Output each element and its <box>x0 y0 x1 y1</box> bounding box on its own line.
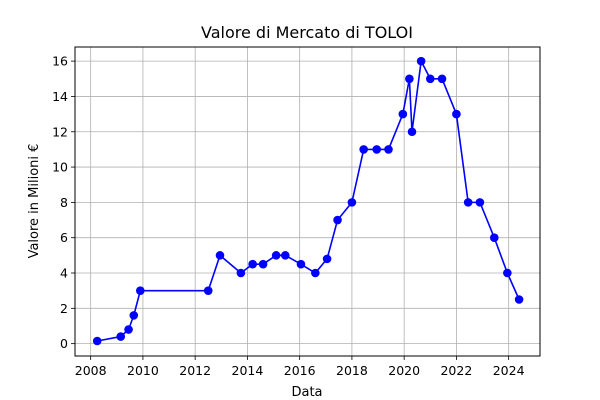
data-point <box>124 325 133 334</box>
data-point <box>405 74 414 84</box>
data-point <box>463 198 473 207</box>
data-point <box>333 215 342 225</box>
data-point <box>215 251 225 260</box>
data-point <box>437 74 447 84</box>
data-point <box>92 336 102 346</box>
x-tick-label: 2018 <box>336 363 368 378</box>
data-point <box>416 56 426 66</box>
data-point <box>452 109 461 119</box>
y-tick-label: 4 <box>60 266 68 281</box>
y-tick-label: 8 <box>60 195 68 210</box>
data-point <box>347 198 357 207</box>
chart-title: Valore di Mercato di TOLOI <box>201 23 413 42</box>
data-point <box>514 295 524 304</box>
x-tick-label: 2016 <box>284 363 316 378</box>
y-tick-label: 6 <box>60 230 68 245</box>
data-point <box>248 259 257 269</box>
x-tick-label: 2024 <box>493 363 525 378</box>
x-axis-label: Data <box>291 385 322 400</box>
data-point <box>322 254 332 264</box>
plot-area-frame <box>74 46 541 357</box>
data-point <box>503 268 512 278</box>
y-axis-label: Valore in Milioni € <box>27 144 42 259</box>
data-point <box>116 332 126 341</box>
y-tick-label: 14 <box>52 89 68 104</box>
data-point <box>203 286 213 295</box>
data-point <box>407 127 417 137</box>
data-point <box>258 259 268 269</box>
data-point <box>384 145 393 154</box>
y-tick-label: 16 <box>52 54 68 69</box>
axis-ticks: 2008 2010 2012 2014 2016 2018 2020 2022 2024 0 2 4 6… <box>52 54 525 378</box>
y-tick-label: 12 <box>52 124 68 139</box>
data-point <box>236 268 246 278</box>
data-point <box>489 233 499 242</box>
data-point <box>280 251 290 260</box>
series-layer <box>92 56 524 346</box>
x-tick-label: 2012 <box>179 363 211 378</box>
x-tick-label: 2014 <box>232 363 264 378</box>
x-tick-label: 2022 <box>440 363 472 378</box>
data-point <box>398 109 408 119</box>
data-point <box>296 259 306 269</box>
data-point <box>475 198 485 207</box>
series-line <box>97 60 520 342</box>
data-point <box>425 74 435 84</box>
data-point <box>372 145 382 154</box>
data-point <box>271 251 281 260</box>
x-tick-label: 2010 <box>127 363 159 378</box>
y-tick-label: 2 <box>60 301 68 316</box>
data-point <box>129 311 139 320</box>
data-point <box>311 268 320 278</box>
y-tick-label: 0 <box>60 336 68 351</box>
x-tick-label: 2020 <box>388 363 420 378</box>
data-point <box>359 145 368 154</box>
x-tick-label: 2008 <box>75 363 107 378</box>
grid <box>75 47 540 356</box>
y-tick-label: 10 <box>52 160 68 175</box>
data-point <box>136 286 145 295</box>
